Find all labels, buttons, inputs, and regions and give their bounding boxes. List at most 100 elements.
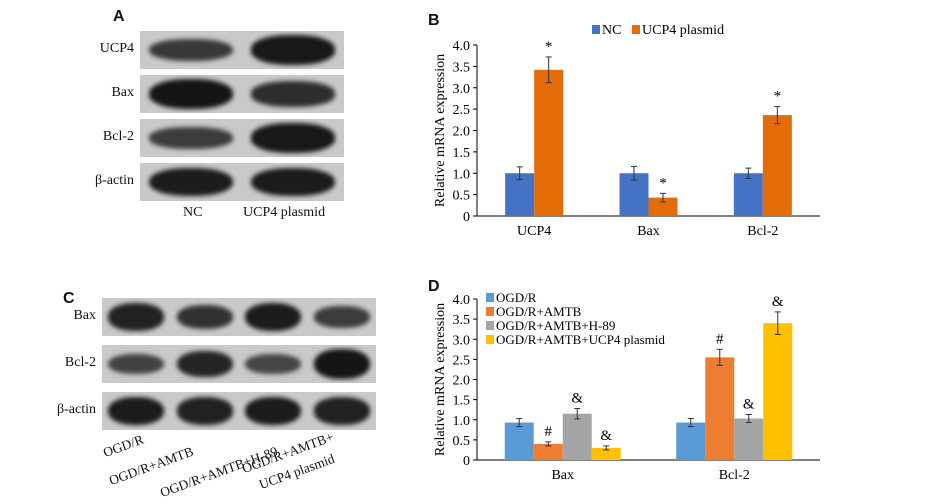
y-tick-label: 2.0 [453,374,471,389]
legend-label: OGD/R [496,290,537,305]
bar [504,422,534,460]
significance-mark: * [545,39,553,55]
blot-row-label: Bcl-2 [64,355,96,370]
blot-band [251,81,335,107]
blot-strip [140,31,344,69]
blot-band [176,350,233,378]
blot-band [108,353,165,375]
legend-label: NC [602,23,621,38]
significance-mark: # [716,331,724,347]
blot-band [245,302,302,332]
blot-band [313,306,370,328]
bar [648,197,678,216]
significance-mark: & [772,294,784,310]
legend-swatch [486,293,494,302]
blot-strip [102,345,376,383]
blot-band [251,35,335,65]
y-tick-label: 1.0 [453,167,471,182]
bar [762,115,792,216]
y-tick-label: 1.5 [453,146,471,161]
blot-strip [140,75,344,113]
legend-label: UCP4 plasmid [642,23,724,38]
blot-band [108,396,165,426]
blot-c-lane-label: OGD/R [101,431,146,461]
blot-band [245,396,302,426]
x-tick-label: Bax [637,224,660,239]
panel-a-letter: A [113,8,125,25]
y-tick-label: 1.5 [453,394,471,409]
x-tick-label: Bax [551,468,574,483]
y-tick-label: 0.5 [453,434,471,449]
blot-band [149,78,233,110]
y-tick-label: 3.5 [453,313,471,328]
blot-band [176,397,233,425]
significance-mark: & [600,428,612,444]
bar [505,173,535,216]
y-tick-label: 4.0 [453,39,471,54]
y-tick-label: 2.5 [453,353,471,368]
bar [534,69,564,216]
blot-strip [140,163,344,201]
blot-strip [102,298,376,336]
significance-mark: * [774,89,782,105]
bar [676,422,706,460]
blot-band [313,348,370,380]
legend-swatch [486,307,494,316]
x-tick-label: UCP4 [517,224,551,239]
significance-mark: & [571,390,583,406]
blot-row-label: UCP4 [99,41,134,56]
blot-band [176,304,233,330]
chart-d: 0 0.5 1.0 1.5 2.0 2.5 3.0 3.5 4.0 Relative mRNA e… [433,290,820,483]
y-tick-label: 2.5 [453,103,471,118]
bar [705,357,735,460]
legend-label: OGD/R+AMTB+H-89 [496,318,615,333]
panel-b-letter: B [428,12,440,29]
blot-row-label: β-actin [95,173,134,188]
y-axis-label: Relative mRNA expression [433,303,448,456]
panel-d-letter: D [428,278,440,295]
blot-row-label: Bcl-2 [102,129,134,144]
blot-a-lane-label: UCP4 plasmid [243,205,326,220]
blot-band [251,123,335,153]
y-tick-label: 0.5 [453,189,471,204]
blot-band [313,397,370,425]
blot-strip [140,119,344,157]
blot-band [149,167,233,197]
legend-swatch [486,321,494,330]
bar [763,323,793,460]
blot-row-label: Bax [111,85,134,100]
blot-band [149,127,233,149]
y-tick-label: 3.0 [453,333,471,348]
legend-label: OGD/R+AMTB+UCP4 plasmid [496,332,665,347]
blot-strip [102,392,376,430]
blot-band [108,303,165,331]
significance-mark: # [545,424,553,440]
y-tick-label: 3.0 [453,82,471,97]
y-tick-label: 0 [463,210,470,225]
y-tick-label: 0 [463,454,470,469]
legend-label: OGD/R+AMTB [496,304,582,319]
legend-swatch [632,25,640,34]
legend-swatch [486,335,494,344]
blot-a-lane-label: NC [183,205,203,220]
significance-mark: & [743,397,755,413]
blot-row-label: β-actin [57,402,96,417]
bar [562,413,592,460]
legend-swatch [592,25,600,34]
blot-band [251,167,335,197]
y-tick-label: 3.5 [453,60,471,75]
bar [734,418,764,460]
blot-band [245,353,302,375]
significance-mark: * [659,175,667,191]
chart-b: 0 0.5 1.0 1.5 2.0 2.5 3.0 3.5 4.0 Relative mRNA e… [433,23,820,239]
y-tick-label: 2.0 [453,125,471,140]
bar [733,173,763,216]
bar [533,443,563,460]
blot-row-label: Bax [73,308,96,323]
y-tick-label: 1.0 [453,414,471,429]
y-axis-label: Relative mRNA expression [433,54,448,207]
bar [591,447,621,460]
x-tick-label: Bcl-2 [747,224,778,239]
x-tick-label: Bcl-2 [719,468,750,483]
y-tick-label: 4.0 [453,293,471,308]
